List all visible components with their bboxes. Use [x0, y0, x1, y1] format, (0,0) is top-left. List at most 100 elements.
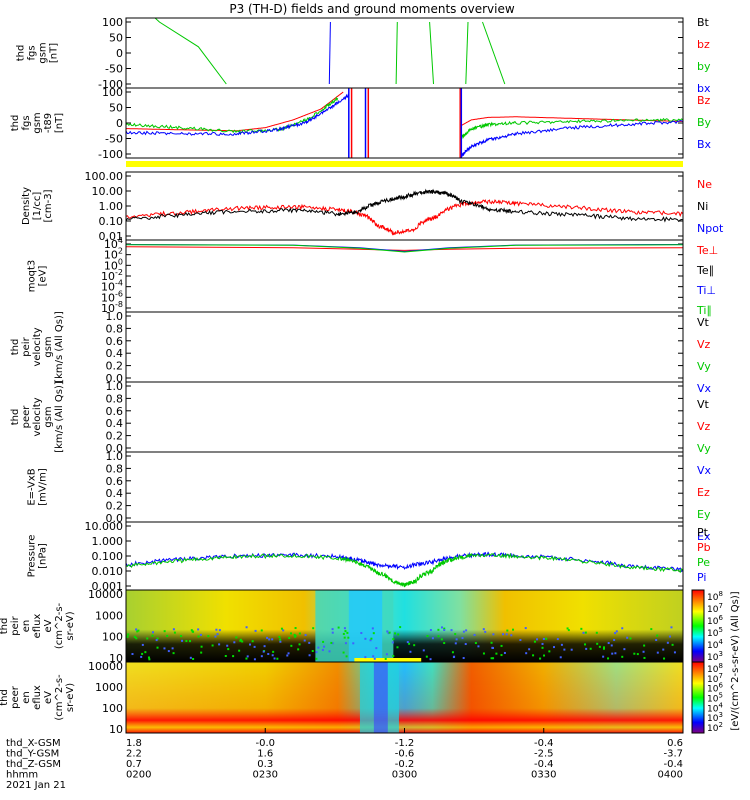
legend-entry: Bz	[697, 94, 711, 107]
spectrogram-speck	[519, 639, 522, 642]
legend-entry: Vx	[697, 464, 712, 477]
panel-frame	[125, 17, 684, 89]
spectrogram-speck	[437, 628, 440, 631]
spectrogram-shade	[126, 662, 683, 733]
spectrogram-speck	[375, 647, 378, 650]
ytick-label: 0.2	[106, 430, 124, 443]
legend-entry: Ne	[697, 178, 712, 191]
spectrogram-speck	[615, 630, 618, 633]
legend-entry: Vy	[697, 442, 711, 455]
panel-frame	[125, 87, 684, 159]
legend-entry: Vz	[697, 420, 711, 433]
spectrogram-speck	[461, 637, 464, 640]
spectrogram-speck	[491, 646, 494, 649]
ylabel-line: [nPa]	[38, 543, 49, 569]
spectrogram-speck	[290, 644, 293, 647]
spectrogram-speck	[602, 655, 605, 658]
spectrogram-speck	[172, 652, 175, 655]
spectrogram-speck	[431, 637, 434, 640]
legend-entry: Ni	[697, 200, 708, 213]
spectrogram-speck	[372, 655, 375, 658]
colorbar-tick-label: 107	[707, 602, 723, 615]
ytick-label: 100	[102, 631, 123, 644]
panel-density: Density[1/cc][cm-3] 100.00 10.00 1.00 0.10 0.…	[21, 170, 724, 243]
spectrogram-speck	[611, 652, 614, 655]
spectrogram-speck	[655, 638, 658, 641]
series-line-pi	[126, 551, 683, 573]
ytick-label: 0.01	[99, 230, 124, 243]
panel-peer_eflux: thdpeerenefluxeV(cm^2-s-sr-eV) 10000 1000 1…	[0, 660, 723, 736]
xaxis-value: -2.5	[534, 749, 554, 760]
spectrogram-speck	[235, 636, 238, 639]
ylabel-line: [1/cc]	[32, 192, 43, 221]
ytick-label: 10-8	[101, 300, 123, 315]
spectrogram-speck	[607, 642, 610, 645]
spectrogram-speck	[610, 644, 613, 647]
ytick-base: 10	[101, 302, 115, 315]
spectrogram-speck	[548, 650, 551, 653]
panel-ylabel: thdpeerenefluxeV(cm^2-s-sr-eV)	[0, 674, 76, 721]
ytick-label: 1.0	[106, 310, 124, 323]
ylabel-line: thd	[0, 689, 10, 706]
ytick-label: 1.0	[106, 450, 124, 463]
spectrogram-speck	[345, 655, 348, 658]
spectrogram-speck	[580, 627, 583, 630]
series-line-by	[395, 21, 398, 85]
spectrogram-speck	[473, 633, 476, 636]
spectrogram-speck	[207, 635, 210, 638]
ylabel-line: thd	[0, 618, 10, 635]
xaxis-value: -3.7	[663, 749, 683, 760]
spectrogram-speck	[670, 626, 673, 629]
legend-entry: Pt	[697, 526, 709, 539]
xaxis-row-label: thd_Z-GSM	[6, 759, 61, 770]
ytick-base: 10	[104, 249, 118, 262]
ytick-base: 10	[104, 238, 118, 251]
spectrogram-speck	[477, 645, 480, 648]
ytick-label: 100	[102, 702, 123, 715]
ylabel-line: E=-VxB	[27, 468, 38, 505]
spectrogram-speck	[216, 633, 219, 636]
spectrogram-speck	[474, 641, 477, 644]
panel-ylabel: thdpeirvelocitygsm[km/s (All Qs)]	[10, 311, 65, 383]
spectrogram-speck	[180, 635, 183, 638]
spectrogram-speck	[224, 654, 227, 657]
ytick-label: 0	[116, 117, 123, 130]
colorbar	[691, 589, 705, 663]
spectrogram-speck	[337, 626, 340, 629]
cbar-base: 10	[707, 714, 719, 724]
spectrogram-speck	[298, 643, 301, 646]
spectrogram-speck	[167, 650, 170, 653]
cbar-exp: 3	[718, 711, 722, 719]
spectrogram-speck	[524, 627, 527, 630]
cbar-base: 10	[707, 724, 719, 734]
legend-entry: Ti∥	[696, 304, 712, 317]
ylabel-line: gsm	[38, 42, 49, 63]
ytick-label: 0.001	[92, 580, 124, 593]
spectrogram-speck	[280, 627, 283, 630]
ytick-label: 0.010	[92, 565, 124, 578]
ylabel-line: gsm	[43, 406, 54, 427]
spectrogram-speck	[370, 637, 373, 640]
spectrogram-speck	[454, 642, 457, 645]
panel-frame	[125, 311, 684, 383]
spectrogram-speck	[626, 636, 629, 639]
xaxis-value: 1.6	[257, 749, 273, 760]
spectrogram-speck	[189, 640, 192, 643]
ylabel-line: en	[21, 691, 32, 704]
cbar-exp: 5	[718, 692, 722, 700]
cbar-base: 10	[707, 593, 719, 603]
spectrogram-speck	[525, 652, 528, 655]
spectrogram-speck	[135, 628, 138, 631]
spectrogram-speck	[147, 656, 150, 659]
panels: thdfgsgsm[nT]100500-50-100Btbzbybxthdfgs…	[0, 16, 741, 736]
series-line-bx	[328, 21, 331, 85]
spectrogram-speck	[560, 643, 563, 646]
spectrogram-speck	[603, 646, 606, 649]
ytick-label: 10000	[88, 660, 123, 673]
spectrogram-speck	[563, 648, 566, 651]
spectrogram-speck	[510, 634, 513, 637]
spectrogram-speck	[331, 631, 334, 634]
spectrogram-speck	[462, 657, 465, 660]
ytick-label: 10-4	[101, 279, 123, 294]
spectrogram-speck	[342, 651, 345, 654]
